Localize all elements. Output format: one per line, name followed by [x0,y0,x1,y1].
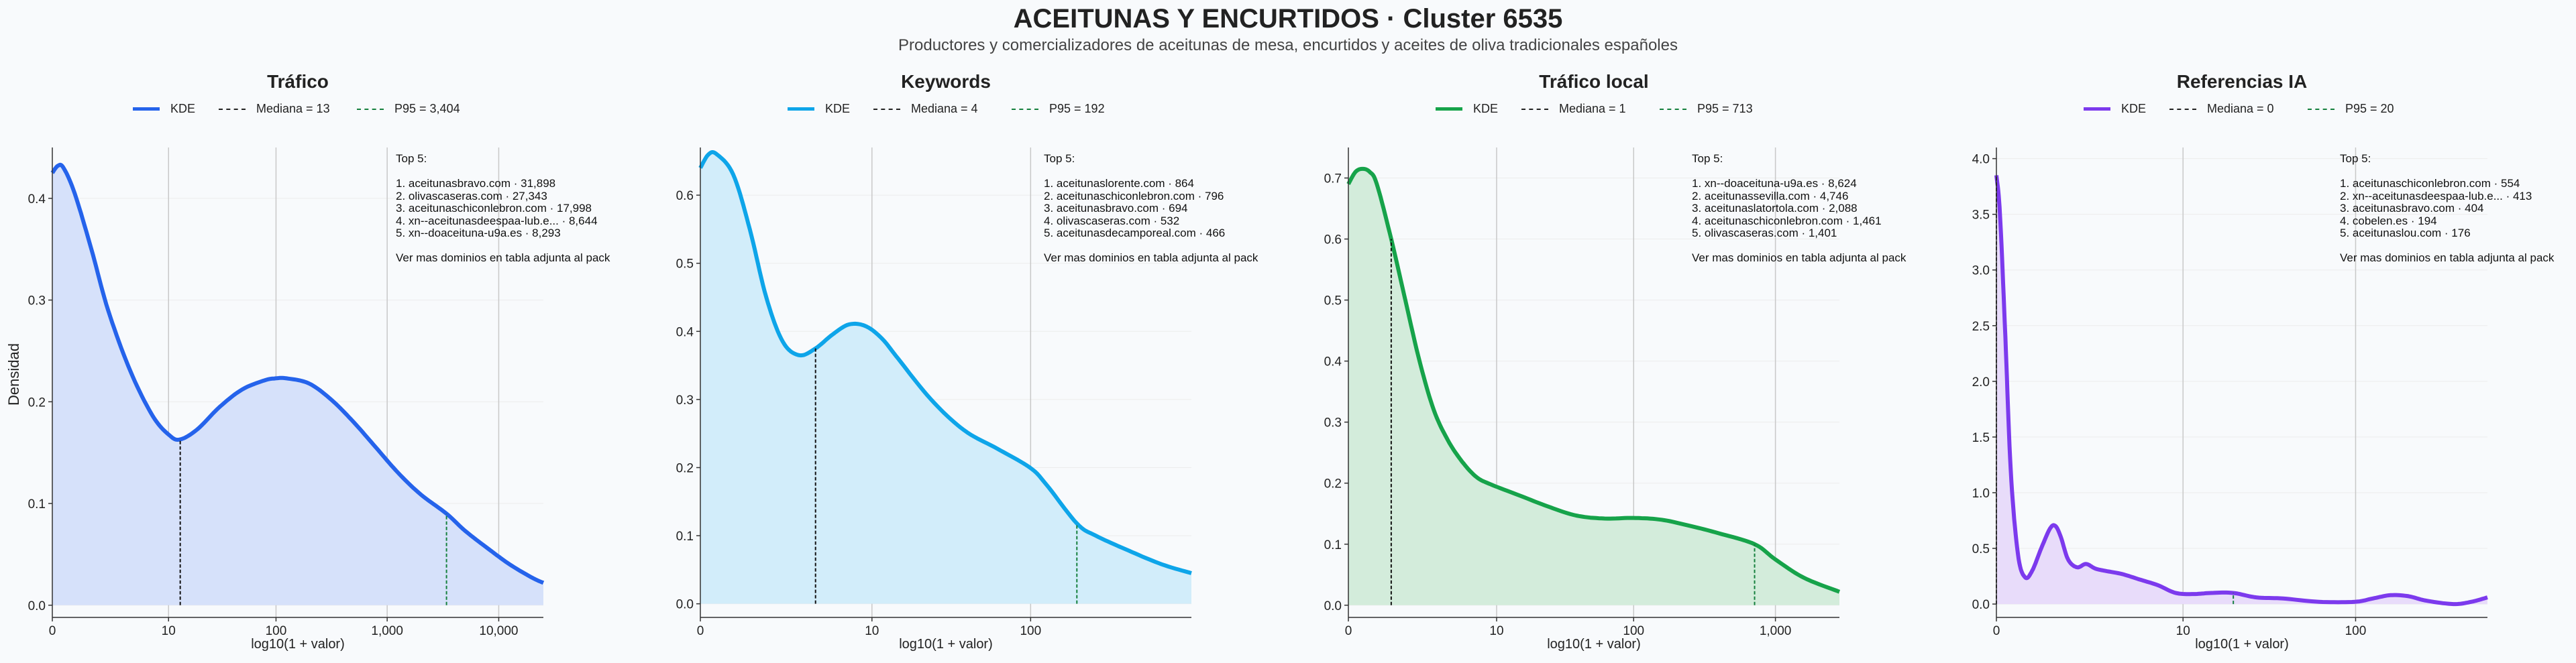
legend-swatch [788,107,814,111]
legend-swatch [357,109,384,110]
figure-title: ACEITUNAS Y ENCURTIDOS · Cluster 6535 [1013,4,1563,34]
legend: KDE Mediana = 4 P95 = 192 [788,101,1163,118]
y-tick-label: 0.0 [1972,598,1990,612]
top5-annotation: Top 5: 1. aceitunasbravo.com · 31,898 2.… [396,152,610,264]
x-axis-label: log10(1 + valor) [2195,637,2289,652]
top5-annotation: Top 5: 1. aceitunaschiconlebron.com · 55… [2340,152,2555,264]
legend-label: KDE [1473,102,1499,115]
y-tick-label: 0.4 [676,325,694,339]
legend-label: Mediana = 4 [911,102,978,115]
top5-annotation: Top 5: 1. aceitunaslorente.com · 864 2. … [1044,152,1258,264]
legend-swatch [133,107,160,111]
y-tick-label: 0.2 [28,396,46,410]
legend-label: KDE [2121,102,2147,115]
y-tick-label: 0.4 [28,192,46,206]
panel-title: Referencias IA [2176,71,2308,92]
x-tick-label: 10 [865,624,879,638]
x-axis-label: log10(1 + valor) [899,637,993,652]
y-tick-label: 0.6 [676,189,694,203]
y-tick-label: 1.5 [1972,431,1990,445]
y-tick-label: 0.2 [1324,477,1342,491]
legend-swatch [1436,107,1462,111]
y-tick-label: 4.0 [1972,153,1990,167]
figure-subtitle: Productores y comercializadores de aceit… [898,36,1678,54]
y-tick-label: 1.0 [1972,487,1990,501]
x-tick-label: 100 [1623,624,1644,638]
y-tick-label: 0.0 [676,598,694,612]
y-tick-label: 0.1 [28,497,46,511]
top5-annotation: Top 5: 1. xn--doaceituna-u9a.es · 8,624 … [1692,152,1907,264]
x-tick-label: 100 [2345,624,2367,638]
y-tick-label: 0.6 [1324,233,1342,247]
legend-swatch [1012,109,1038,110]
legend-swatch [219,109,246,110]
legend-label: Mediana = 0 [2207,102,2274,115]
x-axis-label: log10(1 + valor) [1547,637,1641,652]
panel-title: Keywords [901,71,991,92]
legend-label: P95 = 20 [2345,102,2394,115]
legend: KDE Mediana = 1 P95 = 713 [1436,101,1811,118]
y-tick-label: 2.5 [1972,320,1990,334]
legend-swatch [873,109,900,110]
y-tick-label: 0.3 [1324,416,1342,430]
legend-swatch [1521,109,1548,110]
y-tick-label: 0.3 [676,394,694,408]
x-tick-label: 10 [1489,624,1503,638]
legend-swatch [1660,109,1686,110]
panel-title: Tráfico [267,71,329,92]
x-tick-label: 10 [162,624,176,638]
legend: KDE Mediana = 0 P95 = 20 [2084,101,2459,118]
y-tick-label: 0.1 [1324,538,1342,552]
y-tick-label: 2.0 [1972,375,1990,389]
y-tick-label: 0.0 [1324,599,1342,613]
y-tick-label: 0.2 [676,461,694,475]
legend-label: Mediana = 1 [1559,102,1626,115]
legend-swatch [2084,107,2110,111]
x-tick-label: 0 [1345,624,1352,638]
x-tick-label: 0 [697,624,704,638]
y-tick-label: 3.0 [1972,264,1990,278]
y-tick-label: 0.1 [676,530,694,544]
x-tick-label: 1,000 [1760,624,1792,638]
y-tick-label: 0.5 [1324,294,1342,308]
y-axis-label: Densidad [5,343,22,406]
y-tick-label: 0.5 [1972,542,1990,556]
y-tick-label: 0.4 [1324,355,1342,369]
legend-label: KDE [825,102,851,115]
legend-label: Mediana = 13 [256,102,330,115]
legend-label: KDE [170,102,196,115]
x-tick-label: 10 [2176,624,2190,638]
y-tick-label: 0.3 [28,294,46,308]
legend-label: P95 = 3,404 [394,102,460,115]
y-tick-label: 0.0 [28,599,46,613]
panel-title: Tráfico local [1539,71,1649,92]
x-tick-label: 100 [266,624,287,638]
legend-swatch [2169,109,2196,110]
y-tick-label: 0.7 [1324,172,1342,186]
x-tick-label: 0 [49,624,56,638]
x-axis-label: log10(1 + valor) [251,637,345,652]
legend-label: P95 = 713 [1697,102,1753,115]
x-tick-label: 100 [1020,624,1041,638]
y-tick-label: 3.5 [1972,208,1990,223]
x-tick-label: 0 [1993,624,2000,638]
x-tick-label: 1,000 [371,624,403,638]
legend-label: P95 = 192 [1049,102,1105,115]
legend-swatch [2308,109,2334,110]
y-tick-label: 0.5 [676,257,694,272]
x-tick-label: 10,000 [479,624,518,638]
legend: KDE Mediana = 13 P95 = 3,404 [133,101,508,118]
